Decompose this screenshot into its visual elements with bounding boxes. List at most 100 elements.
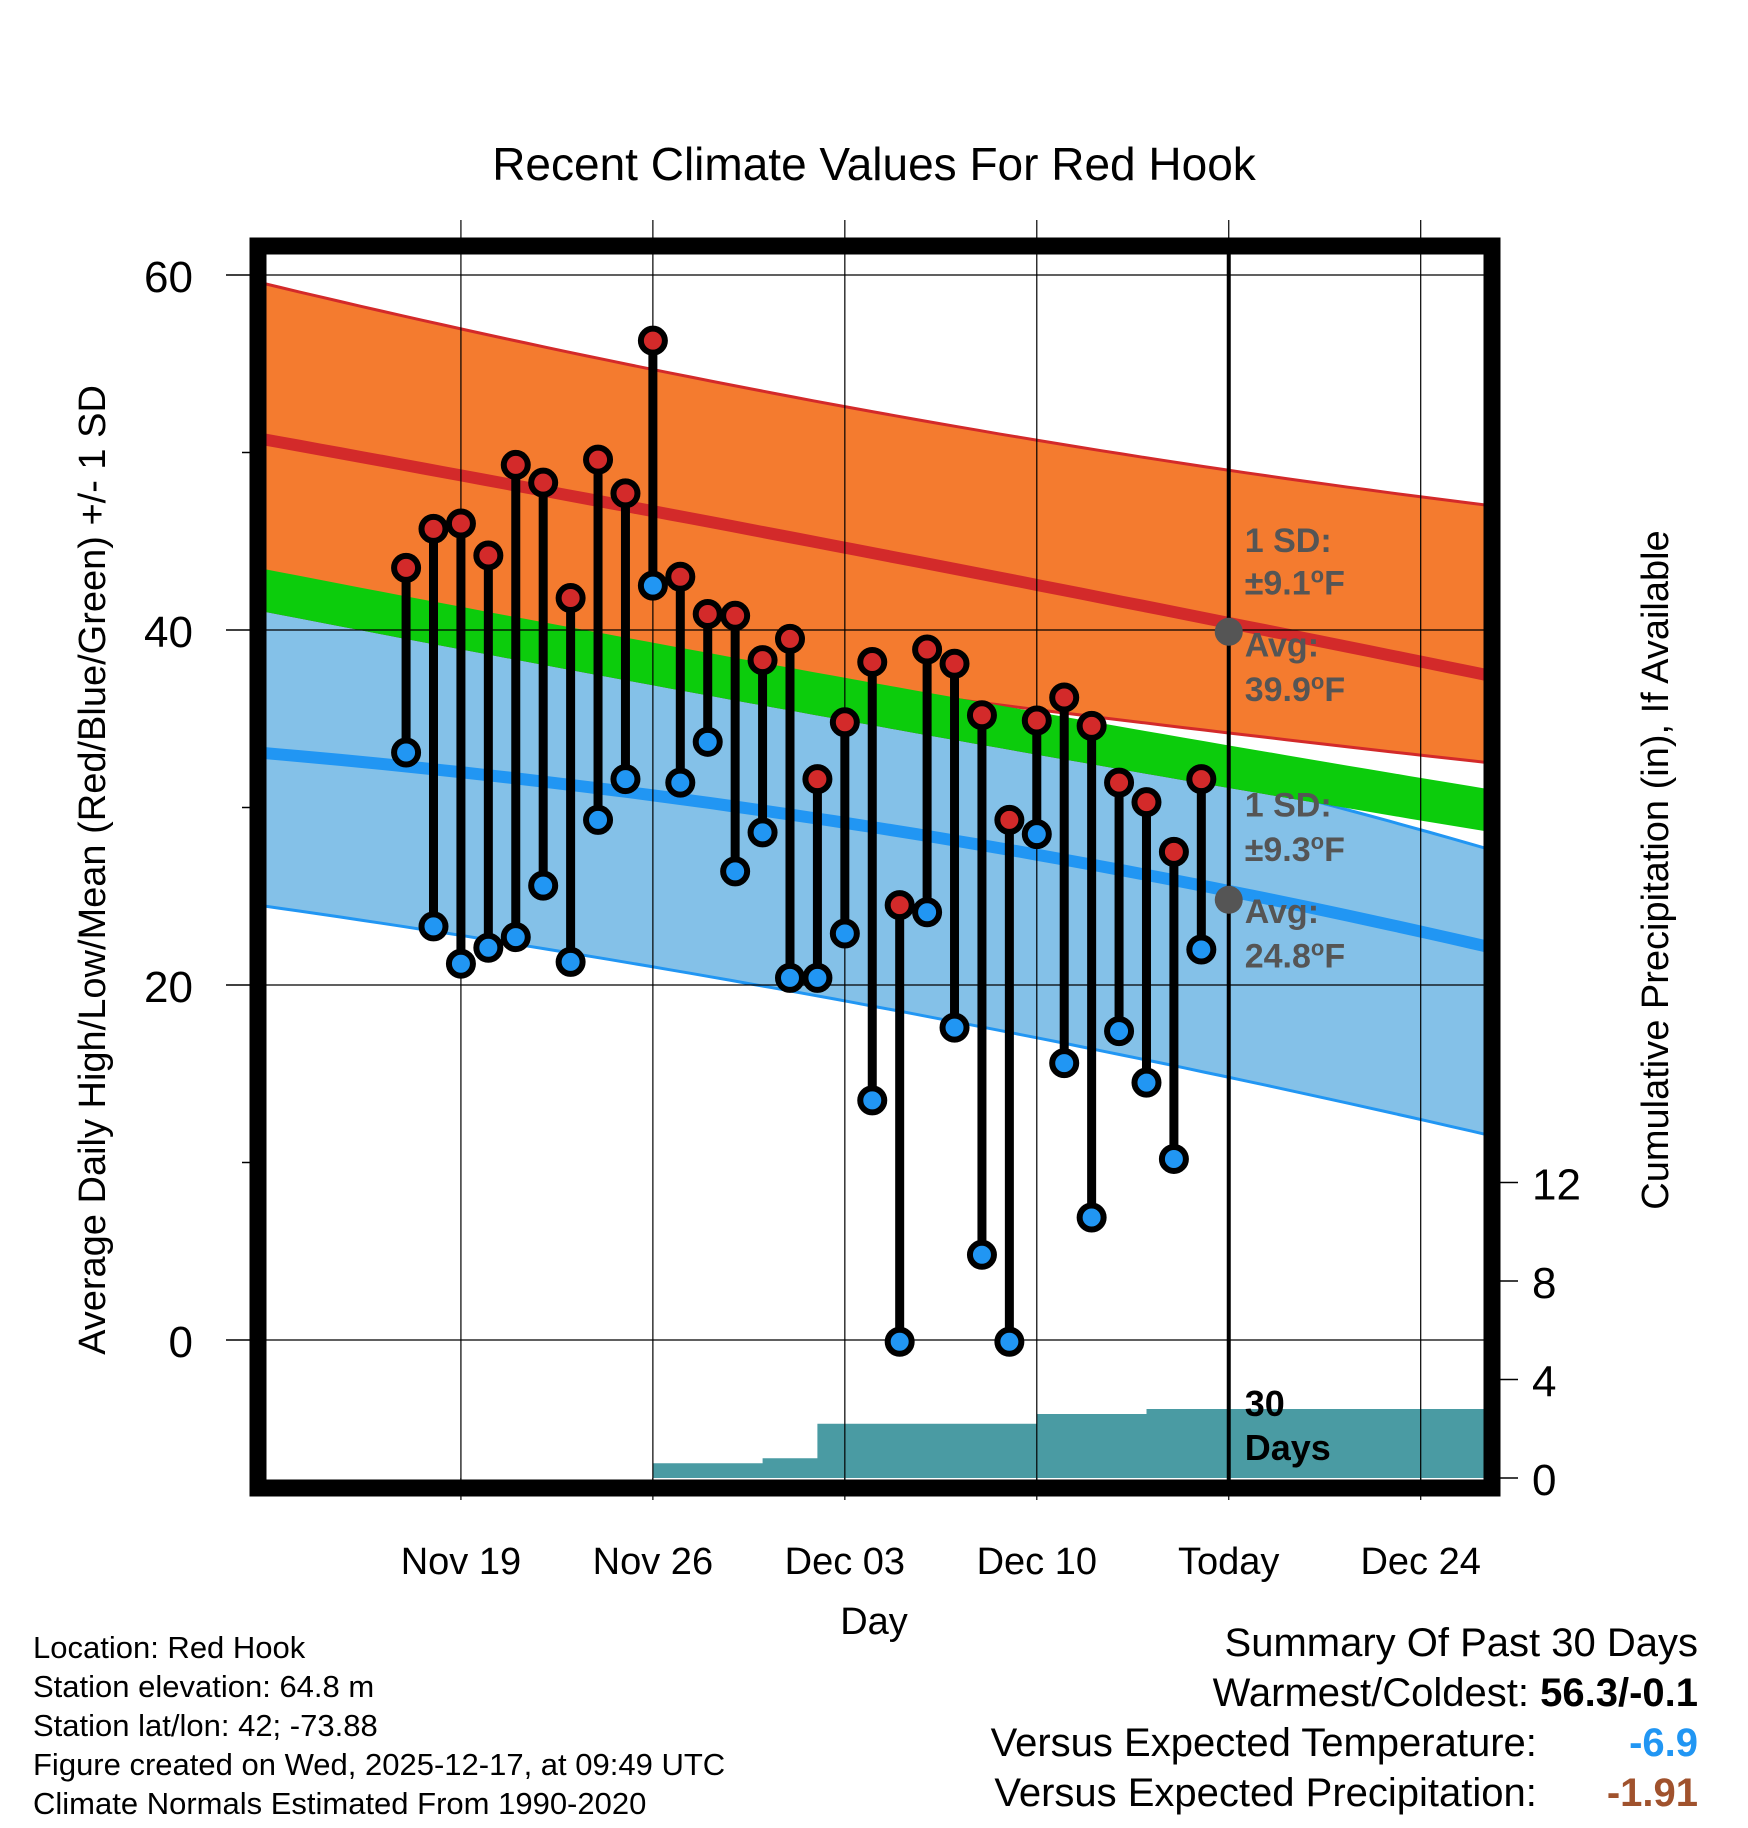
daily-high-point (774, 623, 805, 654)
x-tick-label: Nov 26 (593, 1541, 713, 1583)
daily-low-point (884, 1326, 915, 1357)
normals-text: Climate Normals Estimated From 1990-2020 (33, 1786, 647, 1821)
daily-low-point (939, 1012, 970, 1043)
daily-low-point (966, 1239, 997, 1270)
daily-high-point (1076, 710, 1107, 741)
high-avg-marker (1214, 617, 1243, 646)
daily-low-point (1049, 1048, 1080, 1079)
daily-low-point (445, 948, 476, 979)
high-avg-label: Avg: (1245, 627, 1319, 665)
daily-high-point (912, 634, 943, 665)
low-sd-label: 1 SD: (1245, 786, 1332, 824)
daily-high-point (637, 325, 668, 356)
daily-low-point (802, 962, 833, 993)
daily-low-point (1158, 1143, 1189, 1174)
daily-low-point (528, 870, 559, 901)
precipitation-area (258, 1409, 1492, 1478)
high-sd-label: 1 SD: (1245, 522, 1332, 560)
high-sd-value: ±9.1oF (1245, 563, 1345, 603)
daily-low-point (500, 922, 531, 953)
precip-anomaly-value: -1.91 (1606, 1771, 1698, 1815)
low-sd-value: ±9.3oF (1245, 829, 1345, 869)
daily-high-point (1021, 705, 1052, 736)
y-tick-label: 0 (169, 1318, 193, 1367)
latlon-text: Station lat/lon: 42; -73.88 (33, 1708, 378, 1743)
daily-low-point (1076, 1202, 1107, 1233)
daily-low-point (829, 918, 860, 949)
daily-low-point (994, 1326, 1025, 1357)
daily-low-point (1131, 1067, 1162, 1098)
station-info: Location: Red Hook Station elevation: 64… (33, 1628, 725, 1823)
location-text: Location: Red Hook (33, 1630, 306, 1665)
x-tick-label: Today (1178, 1541, 1279, 1583)
daily-high-point (1049, 682, 1080, 713)
daily-high-point (418, 513, 449, 544)
daily-high-point (1158, 836, 1189, 867)
warm-cold-value: 56.3/-0.1 (1540, 1671, 1698, 1715)
x-axis-label: Day (840, 1601, 908, 1643)
summary-precip-row: Versus Expected Precipitation: -1.91 (991, 1768, 1698, 1818)
daily-low-point (1104, 1016, 1135, 1047)
low-avg-marker (1214, 885, 1243, 914)
low-avg-value: 24.8oF (1245, 935, 1345, 975)
precip-anomaly-label: Versus Expected Precipitation: (994, 1771, 1537, 1815)
daily-high-point (473, 540, 504, 571)
daily-high-point (610, 478, 641, 509)
window-label-top: 30 (1245, 1383, 1285, 1424)
daily-low-point (692, 726, 723, 757)
summary-temp-row: Versus Expected Temperature: -6.9 (991, 1718, 1698, 1768)
temp-anomaly-value: -6.9 (1629, 1721, 1698, 1765)
y-right-tick-label: 0 (1532, 1456, 1556, 1505)
daily-high-point (966, 700, 997, 731)
y-axis-label: Average Daily High/Low/Mean (Red/Blue/Gr… (72, 385, 114, 1355)
summary-warm-cold-row: Warmest/Coldest: 56.3/-0.1 (991, 1668, 1698, 1718)
x-tick-label: Dec 24 (1360, 1541, 1480, 1583)
x-tick-label: Dec 03 (785, 1541, 905, 1583)
y-right-tick-label: 8 (1532, 1259, 1556, 1308)
daily-low-point (1021, 819, 1052, 850)
high-avg-value: 39.9oF (1245, 669, 1345, 709)
summary-title: Summary Of Past 30 Days (1224, 1621, 1698, 1665)
daily-low-point (665, 767, 696, 798)
daily-low-point (912, 897, 943, 928)
y-tick-label: 60 (144, 253, 193, 302)
daily-low-point (774, 962, 805, 993)
daily-low-point (1186, 934, 1217, 965)
daily-high-point (528, 467, 559, 498)
daily-low-point (720, 856, 751, 887)
y-tick-label: 40 (144, 608, 193, 657)
daily-high-point (391, 552, 422, 583)
y-axis-right-label: Cumulative Precipitation (in), If Availa… (1635, 530, 1677, 1209)
daily-high-point (555, 583, 586, 614)
daily-high-point (665, 561, 696, 592)
temp-anomaly-label: Versus Expected Temperature: (990, 1721, 1537, 1765)
low-avg-label: Avg: (1245, 893, 1319, 931)
daily-low-point (555, 946, 586, 977)
daily-high-point (1104, 767, 1135, 798)
daily-high-point (857, 646, 888, 677)
daily-high-point (1186, 764, 1217, 795)
summary-panel: Summary Of Past 30 Days Warmest/Coldest:… (991, 1618, 1698, 1818)
daily-low-point (583, 804, 614, 835)
daily-low-point (637, 570, 668, 601)
daily-high-point (939, 648, 970, 679)
daily-high-point (445, 508, 476, 539)
daily-low-point (473, 932, 504, 963)
daily-high-point (692, 599, 723, 630)
window-label-bottom: Days (1245, 1427, 1331, 1468)
daily-high-point (884, 890, 915, 921)
daily-high-point (829, 707, 860, 738)
x-tick-label: Dec 10 (977, 1541, 1097, 1583)
daily-low-point (857, 1085, 888, 1116)
daily-low-point (610, 764, 641, 795)
daily-low-point (747, 817, 778, 848)
daily-high-point (802, 764, 833, 795)
daily-high-point (1131, 787, 1162, 818)
daily-high-point (720, 600, 751, 631)
y-right-tick-label: 12 (1532, 1161, 1581, 1210)
y-right-tick-label: 4 (1532, 1358, 1556, 1407)
created-text: Figure created on Wed, 2025-12-17, at 09… (33, 1747, 726, 1782)
daily-low-point (418, 911, 449, 942)
high-normal-line (256, 432, 1494, 682)
